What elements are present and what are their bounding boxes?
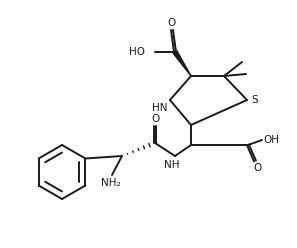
Text: OH: OH [263, 135, 279, 145]
Text: O: O [168, 18, 176, 28]
Text: NH₂: NH₂ [101, 178, 121, 188]
Text: HN: HN [152, 103, 168, 113]
Text: S: S [252, 95, 258, 105]
Text: O: O [253, 163, 261, 173]
Text: O: O [152, 114, 160, 124]
Polygon shape [173, 51, 191, 76]
Text: NH: NH [164, 160, 180, 170]
Text: HO: HO [129, 47, 145, 57]
